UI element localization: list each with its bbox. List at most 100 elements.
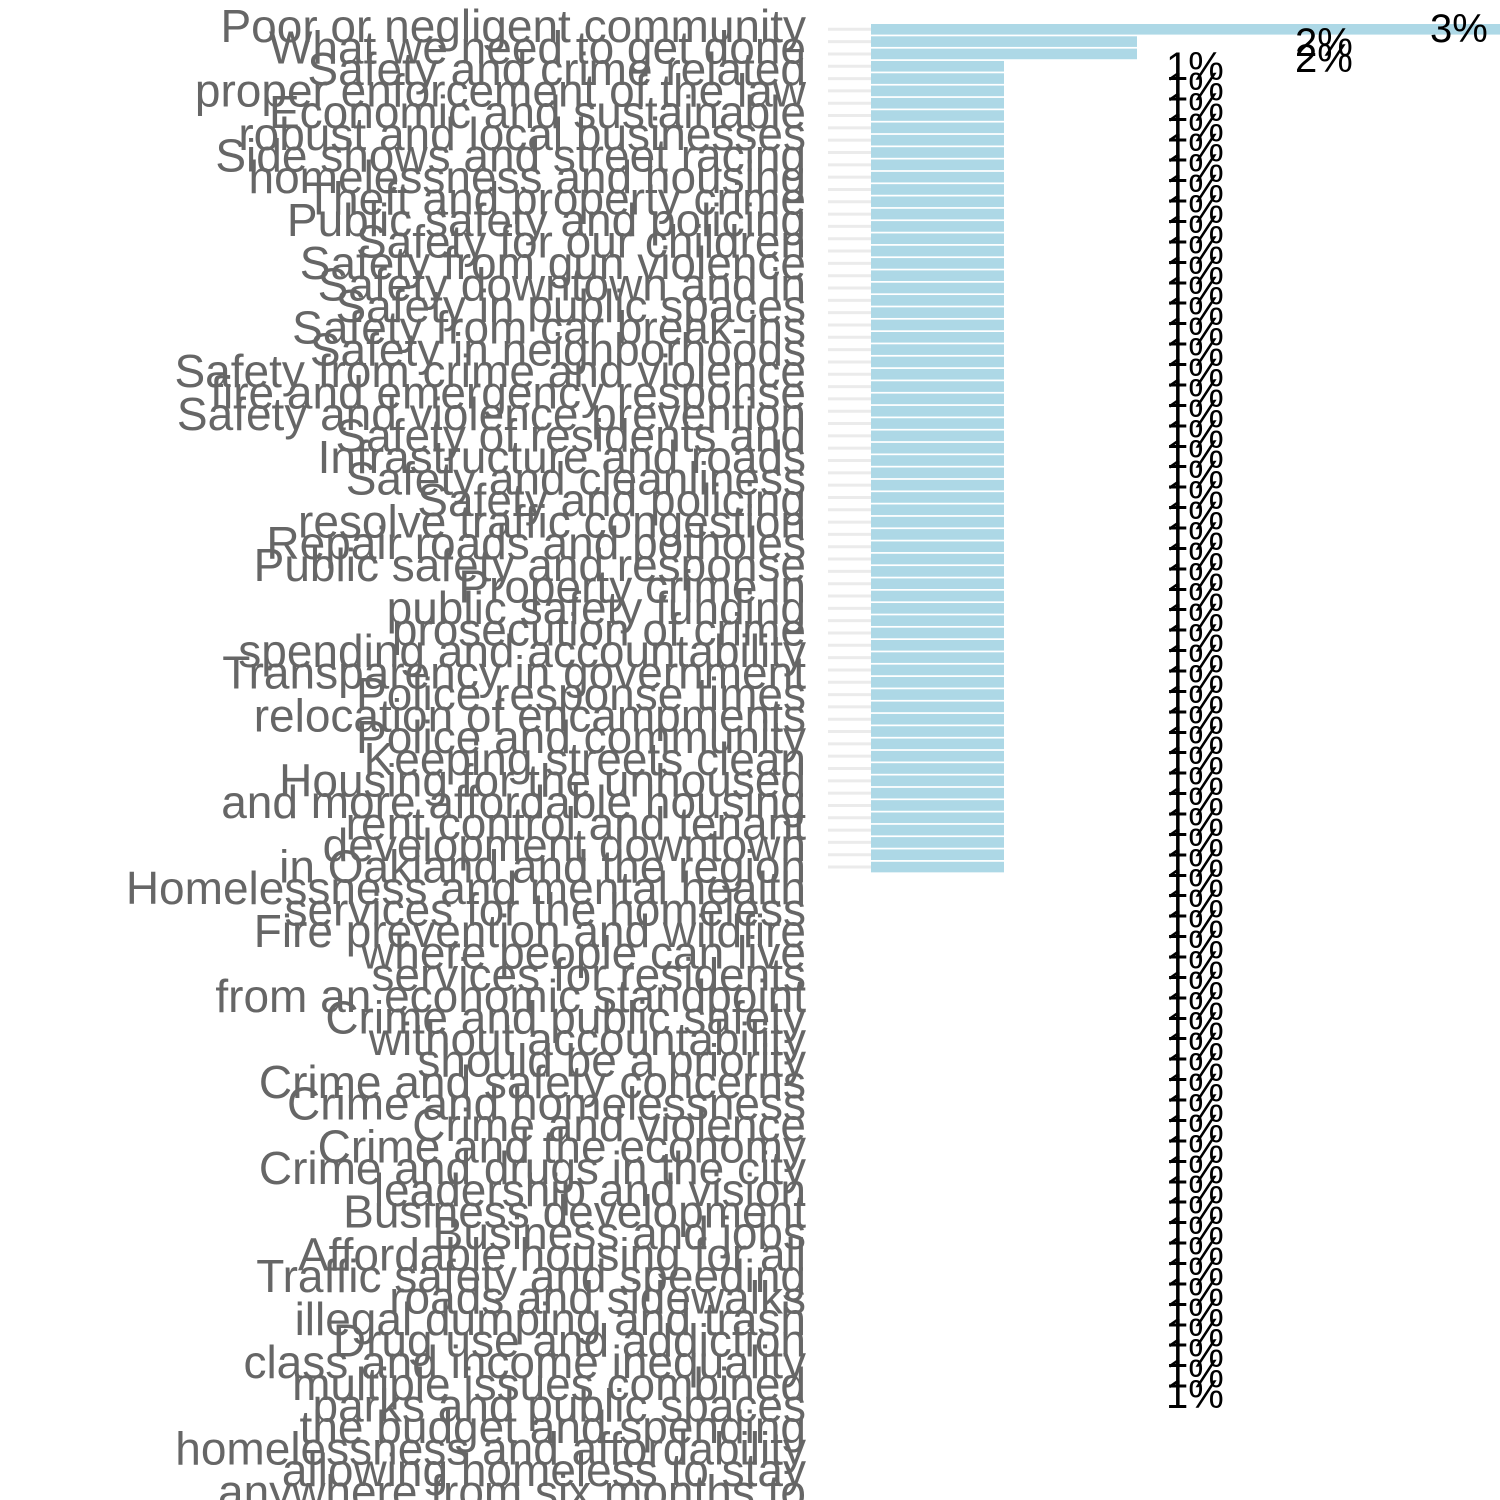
- value-label: 1%: [1166, 1026, 1224, 1070]
- bar: [871, 405, 1004, 417]
- value-label: 1%: [1166, 1353, 1224, 1397]
- bar: [871, 122, 1004, 134]
- bar: [871, 763, 1004, 774]
- category-label: Police and community: [356, 711, 806, 763]
- category-label: Affordable housing for all: [298, 1228, 806, 1280]
- bar: [871, 356, 1004, 368]
- value-label: 1%: [1166, 65, 1224, 109]
- value-label: 1%: [1166, 842, 1224, 886]
- category-label: Safety of residents and: [335, 409, 806, 461]
- category-label: and more affordable housing: [221, 776, 806, 828]
- category-label: Public safety and policing: [287, 194, 806, 246]
- value-label: 1%: [1166, 454, 1224, 498]
- category-label: Safety in neighborhoods: [310, 323, 806, 375]
- value-label: 1%: [1166, 290, 1224, 334]
- value-label: 1%: [1166, 351, 1224, 395]
- value-label: 1%: [1166, 311, 1224, 355]
- value-label: 3%: [1430, 7, 1488, 51]
- value-label: 1%: [1166, 249, 1224, 293]
- bar: [871, 713, 1004, 725]
- value-label: 1%: [1166, 45, 1224, 89]
- bars: [871, 24, 1500, 873]
- bar: [871, 775, 1004, 787]
- category-label: What we need to get done: [269, 22, 806, 74]
- category-label: where people can live: [360, 927, 806, 979]
- value-label: 1%: [1166, 392, 1224, 436]
- bar: [871, 270, 1004, 281]
- value-label: 1%: [1166, 903, 1224, 947]
- value-label: 1%: [1166, 781, 1224, 825]
- category-label: parks and public spaces: [312, 1379, 806, 1431]
- category-label: the budget and spending: [300, 1401, 806, 1453]
- bar: [871, 861, 1004, 873]
- value-label: 1%: [1166, 985, 1224, 1029]
- category-label: illegal dumping and trash: [295, 1293, 806, 1345]
- value-label: 1%: [1166, 1148, 1224, 1192]
- category-label: Property crime in: [458, 560, 806, 612]
- category-label: spending and accountability: [238, 625, 806, 677]
- value-label: 1%: [1166, 944, 1224, 988]
- bar: [871, 282, 1004, 294]
- category-label: Safety and cleanliness: [346, 453, 806, 505]
- value-label: 1%: [1166, 208, 1224, 252]
- category-label: relocation of encampments: [254, 690, 806, 742]
- bar: [871, 849, 1004, 861]
- value-label: 1%: [1166, 883, 1224, 927]
- category-label: Police response times: [356, 668, 806, 720]
- value-label: 1%: [1166, 658, 1224, 702]
- bar: [871, 221, 1004, 232]
- bar: [871, 504, 1004, 516]
- category-label: development downtown: [323, 819, 806, 871]
- category-label: Economic and sustainable: [269, 86, 806, 138]
- category-label: Safety for our children: [356, 216, 806, 268]
- category-label: prosecution of crime: [392, 603, 806, 655]
- category-label: in Oakland and the region: [279, 841, 806, 893]
- value-label: 1%: [1166, 1189, 1224, 1233]
- bar: [871, 824, 1004, 836]
- category-label: Safety from crime and violence: [175, 345, 807, 397]
- value-label: 1%: [1166, 413, 1224, 457]
- category-label: class and income inequality: [243, 1336, 806, 1388]
- bar: [871, 159, 1004, 171]
- bar: [871, 664, 1004, 676]
- value-label: 1%: [1166, 1128, 1224, 1172]
- value-label: 1%: [1166, 372, 1224, 416]
- bar: [871, 467, 1004, 479]
- value-label: 1%: [1166, 1312, 1224, 1356]
- category-label: Safety and policing: [417, 474, 806, 526]
- bar: [871, 689, 1004, 700]
- category-label: Crime and violence: [412, 1099, 806, 1151]
- category-label: roads and sidewalks: [389, 1272, 806, 1324]
- value-label: 1%: [1166, 106, 1224, 150]
- category-label: Infrastructure and roads: [318, 431, 806, 483]
- bar: [871, 566, 1004, 577]
- bar: [871, 553, 1004, 565]
- bar: [871, 455, 1004, 466]
- bar: [871, 307, 1004, 318]
- bar: [871, 479, 1004, 491]
- category-label: Traffic safety and speeding: [256, 1250, 806, 1302]
- bar: [871, 208, 1004, 220]
- value-label: 1%: [1166, 1210, 1224, 1254]
- category-label: Safety from gun violence: [300, 237, 806, 289]
- bar: [871, 381, 1004, 392]
- value-label: 1%: [1166, 821, 1224, 865]
- value-label: 1%: [1166, 637, 1224, 681]
- bar: [871, 652, 1004, 663]
- bar: [871, 516, 1004, 528]
- bar: [871, 430, 1004, 442]
- bar: [871, 615, 1004, 626]
- bar: [871, 147, 1004, 158]
- category-label: Crime and drugs in the city: [259, 1142, 806, 1194]
- bar: [871, 393, 1004, 405]
- category-label: Side shows and street racing: [215, 129, 806, 181]
- value-label: 1%: [1166, 617, 1224, 661]
- value-label: 1%: [1166, 515, 1224, 559]
- category-label: multiple issues combined: [292, 1358, 806, 1410]
- category-label: anywhere from six months to: [218, 1466, 806, 1500]
- category-label: Crime and the economy: [318, 1121, 806, 1173]
- value-label: 1%: [1166, 760, 1224, 804]
- category-label: Crime and homelessness: [287, 1078, 806, 1130]
- category-label: resolve traffic congestion: [298, 496, 806, 548]
- value-label: 1%: [1166, 1067, 1224, 1111]
